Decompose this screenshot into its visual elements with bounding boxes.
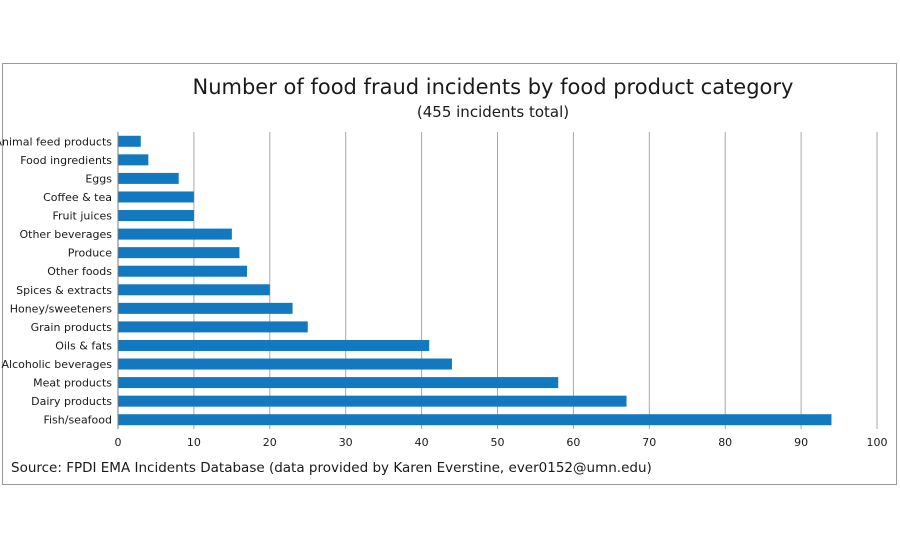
bar — [118, 154, 149, 166]
category-label: Produce — [68, 247, 112, 260]
bar — [118, 191, 194, 203]
x-tick-label: 90 — [794, 436, 808, 449]
bar — [118, 247, 240, 259]
category-label: Honey/sweeteners — [10, 302, 113, 315]
x-tick-label: 70 — [642, 436, 656, 449]
chart-subtitle: (455 incidents total) — [417, 103, 569, 121]
category-label: Animal feed products — [0, 135, 112, 148]
bars — [118, 135, 832, 426]
bar — [118, 395, 627, 407]
bar — [118, 172, 179, 184]
bar — [118, 358, 452, 370]
x-tick-label: 20 — [263, 436, 277, 449]
bar — [118, 339, 430, 351]
bar — [118, 414, 832, 426]
category-label: Other beverages — [19, 228, 112, 241]
source-note: Source: FPDI EMA Incidents Database (dat… — [11, 460, 652, 476]
category-label: Alcoholic beverages — [2, 358, 113, 371]
x-tick-label: 40 — [415, 436, 429, 449]
x-tick-label: 50 — [491, 436, 505, 449]
x-tick-label: 0 — [115, 436, 122, 449]
bar — [118, 302, 293, 314]
category-label: Other foods — [47, 265, 112, 278]
category-label: Oils & fats — [55, 339, 112, 352]
x-tick-label: 100 — [867, 436, 888, 449]
category-label: Grain products — [31, 321, 113, 334]
category-label: Fruit juices — [52, 210, 112, 223]
category-label: Spices & extracts — [16, 284, 112, 297]
bar — [118, 135, 141, 147]
x-tick-label: 30 — [339, 436, 353, 449]
category-labels: Animal feed products Food ingredients Eggs… — [0, 135, 112, 426]
bar — [118, 284, 270, 296]
bar — [118, 377, 559, 389]
chart-frame — [2, 63, 897, 485]
x-tick-label: 10 — [187, 436, 201, 449]
x-tick-label: 60 — [566, 436, 580, 449]
x-tick-label: 80 — [718, 436, 732, 449]
category-label: Food ingredients — [20, 154, 112, 167]
category-label: Dairy products — [31, 395, 112, 408]
category-label: Coffee & tea — [43, 191, 112, 204]
x-tick-labels: 0 10 20 30 40 50 60 70 80 90 100 — [115, 436, 888, 449]
category-label: Fish/seafood — [43, 414, 112, 427]
bar — [118, 265, 248, 277]
bar — [118, 210, 194, 222]
bar — [118, 228, 232, 240]
category-label: Meat products — [33, 377, 112, 390]
category-label: Eggs — [85, 172, 112, 185]
bar — [118, 321, 308, 333]
chart-title: Number of food fraud incidents by food p… — [193, 75, 794, 99]
